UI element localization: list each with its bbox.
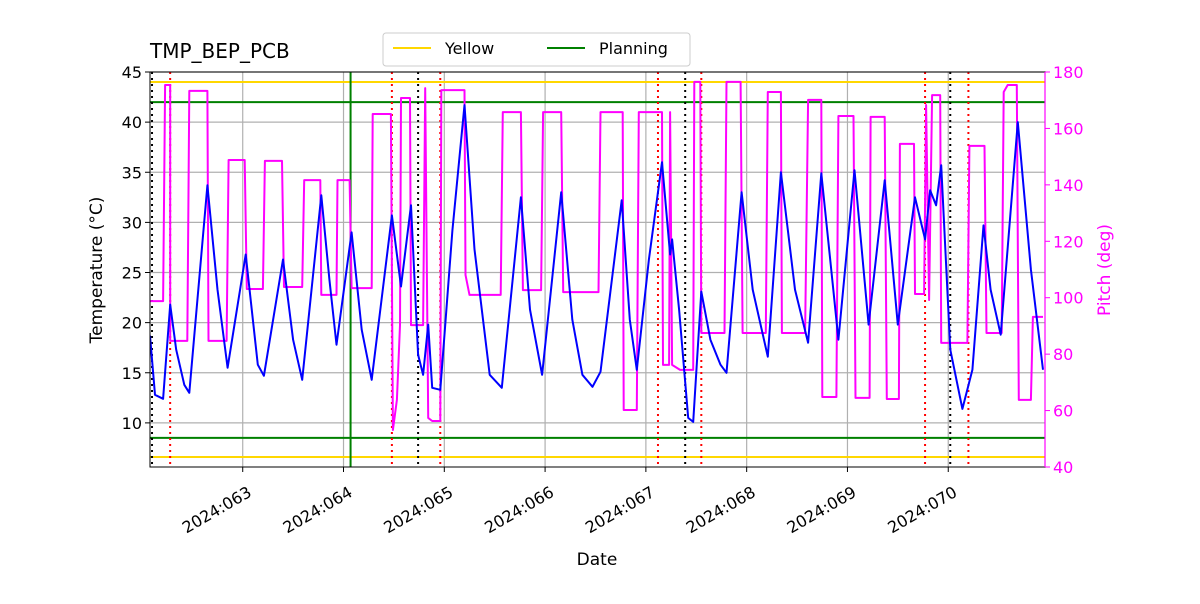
y-tick-label: 15 — [122, 364, 142, 383]
y-tick-label: 40 — [122, 113, 142, 132]
y2-tick-label: 60 — [1053, 402, 1073, 421]
y2-tick-label: 180 — [1053, 63, 1084, 82]
y2-tick-label: 160 — [1053, 119, 1084, 138]
y-tick-label: 10 — [122, 414, 142, 433]
y-tick-label: 25 — [122, 264, 142, 283]
legend-box — [382, 32, 691, 67]
legend-label: Yellow — [444, 39, 494, 58]
y2-tick-label: 80 — [1053, 345, 1073, 364]
y2-axis-label: Pitch (deg) — [1095, 224, 1115, 316]
plot-lines — [150, 72, 1045, 467]
y2-tick-label: 40 — [1053, 458, 1073, 477]
y-tick-label: 30 — [122, 213, 142, 232]
data-line — [150, 80, 1043, 431]
y-axis-label: Temperature (°C) — [87, 197, 107, 345]
data-line — [150, 104, 1044, 423]
y2-tick-label: 140 — [1053, 176, 1084, 195]
grid — [150, 71, 1045, 467]
y-tick-label: 35 — [122, 163, 142, 182]
x-axis-label: Date — [577, 550, 618, 570]
legend: Yellow Planning — [382, 32, 691, 67]
y2-tick-label: 120 — [1053, 232, 1084, 251]
chart-title: TMP_BEP_PCB — [149, 39, 290, 63]
y-tick-label: 45 — [122, 63, 142, 82]
legend-label: Planning — [599, 39, 668, 58]
y2-tick-label: 100 — [1053, 289, 1084, 308]
y-tick-label: 20 — [122, 314, 142, 333]
